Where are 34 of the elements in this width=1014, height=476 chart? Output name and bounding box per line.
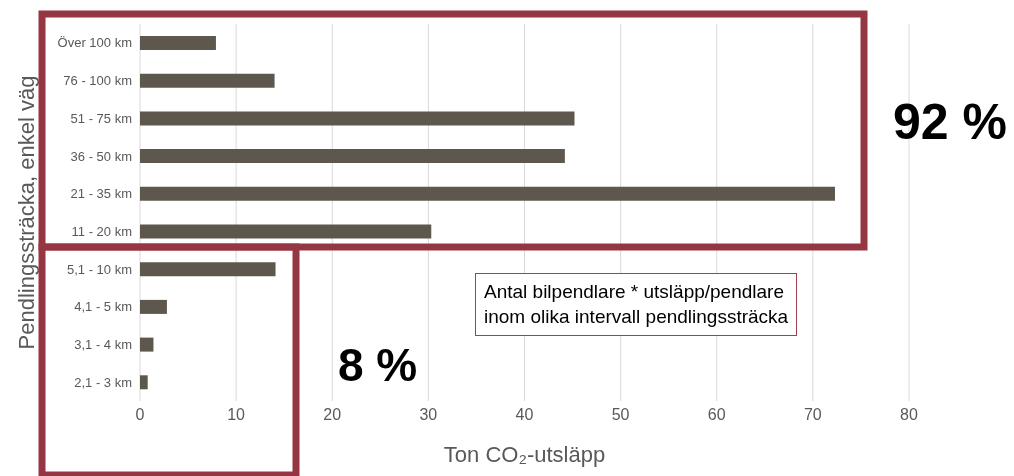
y-tick-label: 5,1 - 10 km — [66, 261, 132, 277]
y-tick-label: 2,1 - 3 km — [74, 374, 132, 390]
bar — [140, 186, 835, 201]
bar — [140, 337, 154, 352]
bar — [140, 111, 575, 126]
y-tick-label: 51 - 75 km — [70, 110, 132, 126]
y-tick-label: 4,1 - 5 km — [74, 299, 132, 315]
bar — [140, 149, 565, 164]
y-tick-label: Över 100 km — [57, 35, 132, 51]
y-axis-title: Pendlingssträcka, enkel väg — [13, 75, 39, 350]
x-tick-label: 40 — [515, 406, 534, 424]
y-tick-label: 36 - 50 km — [70, 148, 132, 164]
y-tick-label: 3,1 - 4 km — [74, 337, 132, 353]
annotation: 92 % — [893, 93, 1007, 151]
x-tick-label: 50 — [611, 406, 630, 424]
y-tick-label: 11 - 20 km — [71, 223, 132, 239]
bar — [140, 224, 432, 239]
bar — [140, 36, 216, 50]
x-tick-label: 10 — [227, 406, 246, 424]
bar — [140, 375, 148, 390]
annotation: 8 % — [338, 338, 418, 392]
annotation: Antal bilpendlare * utsläpp/pendlare inom olika intervall pendlingssträcka — [475, 273, 798, 337]
x-tick-label: 0 — [135, 406, 145, 424]
x-tick-label: 70 — [803, 406, 822, 424]
bar — [140, 299, 167, 314]
x-tick-label: 30 — [419, 406, 438, 424]
y-tick-label: 21 - 35 km — [70, 186, 132, 202]
y-tick-label: 76 - 100 km — [63, 73, 132, 89]
x-tick-label: 60 — [707, 406, 726, 424]
bar — [140, 262, 276, 277]
bar — [140, 73, 275, 88]
x-tick-label: 20 — [323, 406, 342, 424]
x-tick-label: 80 — [900, 406, 918, 424]
x-axis-title: Ton CO₂-utsläpp — [443, 442, 606, 467]
